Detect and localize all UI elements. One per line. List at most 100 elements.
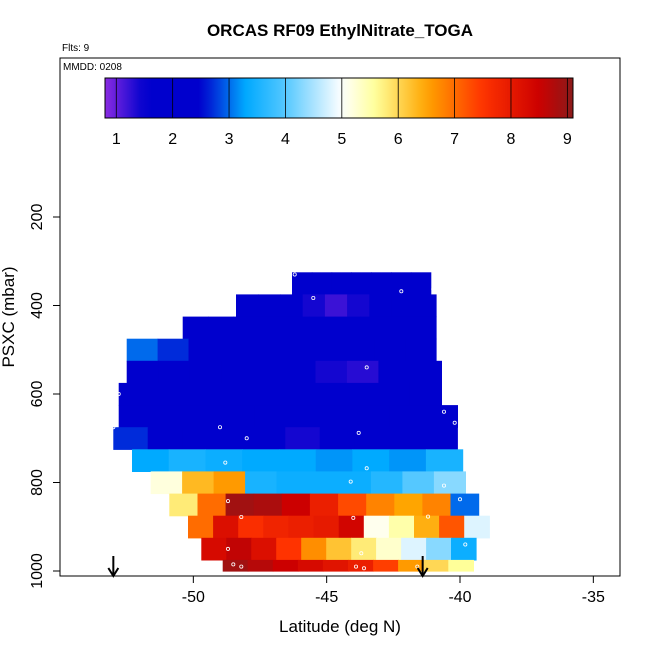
sample-point <box>225 499 230 504</box>
heatmap-cell <box>373 559 399 572</box>
chart-title: ORCAS RF09 EthylNitrate_TOGA <box>207 21 473 40</box>
sample-point <box>441 409 446 414</box>
sample-point <box>353 564 358 569</box>
heatmap-cell <box>226 537 252 561</box>
heatmap-cell <box>250 427 286 450</box>
heatmap-cell <box>348 559 374 572</box>
heatmap-cell <box>366 493 395 517</box>
heatmap-cell <box>220 405 255 428</box>
sample-point <box>359 551 364 556</box>
x-axis: -50 -45 -40 -35 <box>182 576 605 606</box>
colorbar-tick-label: 6 <box>394 131 403 148</box>
heatmap-cell <box>147 427 183 450</box>
sample-point <box>223 460 228 465</box>
heatmap-cell <box>343 338 375 362</box>
heatmap-cell <box>281 493 311 517</box>
colorbar-tick-label: 1 <box>112 131 121 148</box>
heatmap-cell <box>324 294 348 318</box>
heatmap-cell <box>414 515 440 539</box>
heatmap-cell <box>233 316 260 340</box>
colorbar: 1 2 3 4 5 6 7 8 9 <box>104 77 574 148</box>
heatmap-cell <box>423 559 449 572</box>
heatmap-cell <box>113 427 149 450</box>
y-axis: 200 400 600 800 1000 <box>29 204 60 589</box>
heatmap-cell <box>355 405 391 428</box>
heatmap-cell <box>222 559 249 572</box>
heatmap-cell <box>402 471 435 495</box>
heatmap-cell <box>344 382 378 406</box>
sample-point <box>457 497 462 502</box>
x-axis-label: Latitude (deg N) <box>279 617 401 636</box>
sample-point <box>415 564 420 569</box>
colorbar-tick-label: 8 <box>507 131 516 148</box>
heatmap-cell <box>385 316 412 340</box>
y-tick-label: 1000 <box>29 553 46 589</box>
colorbar-tick-lines <box>115 78 568 118</box>
heatmap-cell <box>346 360 379 384</box>
heatmap-cell <box>247 559 274 572</box>
heatmap-cell <box>201 537 227 561</box>
heatmap-cell <box>280 382 313 406</box>
heatmap-cell <box>439 515 465 539</box>
heatmap-cell <box>388 515 415 539</box>
heatmap-cell <box>351 272 372 295</box>
heatmap-cell <box>188 338 220 362</box>
heatmap-cell <box>360 316 386 340</box>
x-tick-label: -35 <box>582 589 605 606</box>
heatmap-cell <box>197 493 227 517</box>
heatmap-cell <box>169 493 198 517</box>
heatmap-cell <box>276 471 309 495</box>
heatmap-cell <box>281 338 313 362</box>
heatmap-cell <box>451 537 477 561</box>
heatmap-cell <box>423 405 458 428</box>
heatmap-cell <box>450 493 480 517</box>
heatmap-cell <box>315 449 353 472</box>
colorbar-tick-label: 9 <box>563 131 572 148</box>
heatmap-cell <box>118 382 152 406</box>
heatmap-cell <box>433 471 466 495</box>
colorbar-tick-labels: 1 2 3 4 5 6 7 8 9 <box>112 131 572 148</box>
colorbar-tick-label: 2 <box>168 131 177 148</box>
x-tick-label: -40 <box>448 589 471 606</box>
heatmap-cell <box>276 537 302 561</box>
heatmap-cell <box>388 427 424 450</box>
heatmap-cell <box>272 559 299 572</box>
heatmap-cell <box>391 272 412 295</box>
heatmap-cell <box>370 471 403 495</box>
heatmap-cell <box>339 471 372 495</box>
sample-point <box>441 483 446 488</box>
heatmap-cell <box>132 449 170 472</box>
heatmap-cell <box>279 449 317 472</box>
heatmap-cell <box>312 382 346 406</box>
heatmap-cell <box>391 294 415 318</box>
heatmap-cell <box>168 449 206 472</box>
sample-point <box>361 566 366 571</box>
heatmap-cell <box>297 559 324 572</box>
heatmap-cell <box>312 338 344 362</box>
heatmap-cell <box>285 427 321 450</box>
sample-point <box>431 287 436 292</box>
heatmap-cell <box>288 405 323 428</box>
heatmap-cell <box>425 449 464 472</box>
heatmap-cell <box>182 471 215 495</box>
sample-point <box>225 546 230 551</box>
heatmap-cell <box>394 493 423 517</box>
heatmap-cell <box>309 316 336 340</box>
heatmap-cell <box>409 382 442 406</box>
sample-point <box>348 479 353 484</box>
heatmap-cell <box>126 338 159 362</box>
heatmap-cell <box>413 294 437 318</box>
heatmap-cell <box>378 360 411 384</box>
colorbar-tick-label: 3 <box>225 131 234 148</box>
heatmap-cell <box>338 493 367 517</box>
heatmap-cell <box>309 493 339 517</box>
heatmap-cell <box>238 515 264 539</box>
heatmap-cell <box>253 493 283 517</box>
heatmap-cell <box>331 272 352 295</box>
sample-point <box>364 365 369 370</box>
sample-point <box>356 430 361 435</box>
sample-point <box>351 515 356 520</box>
colorbar-frame <box>104 77 574 119</box>
sample-point <box>111 425 116 430</box>
heatmap-cell <box>284 360 317 384</box>
